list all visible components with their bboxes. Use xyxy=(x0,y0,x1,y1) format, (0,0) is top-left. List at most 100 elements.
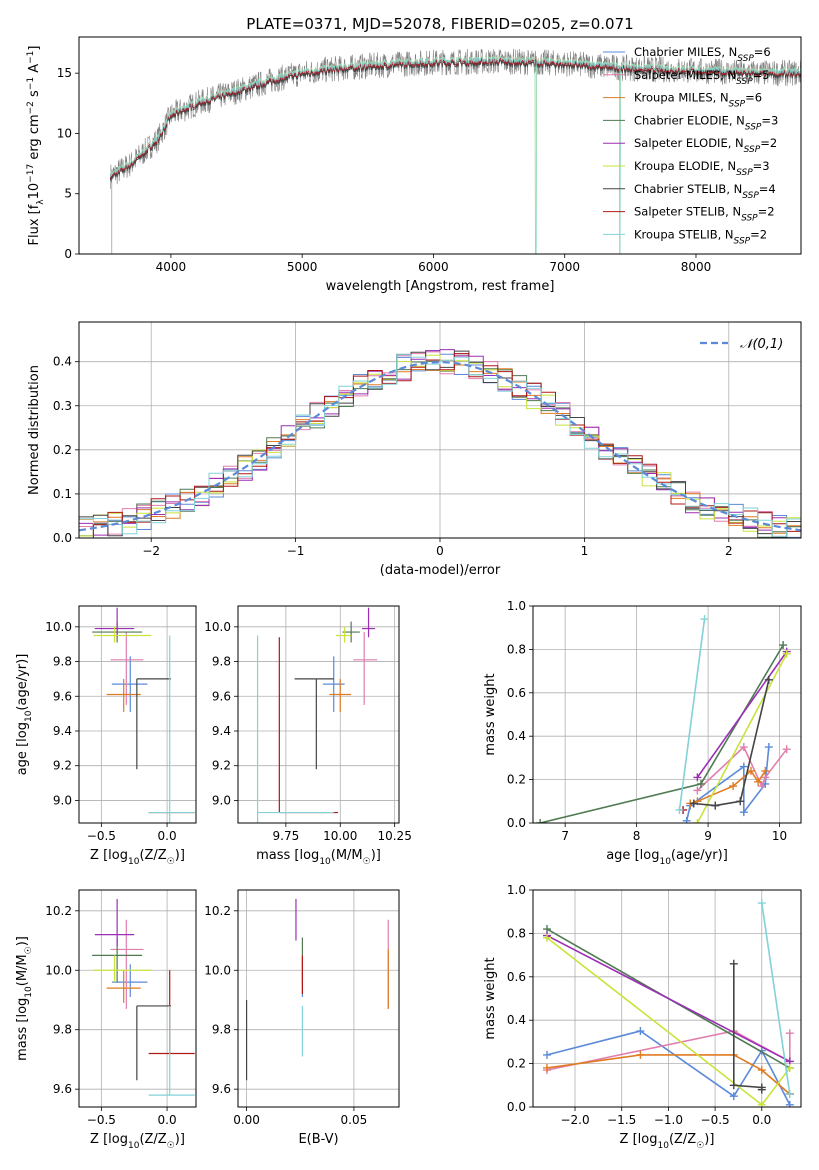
label-fragment: (Z/Z xyxy=(139,848,166,863)
mass-weight-point xyxy=(729,959,738,968)
label-fragment: (M/M xyxy=(15,954,30,986)
mass-weight-point xyxy=(739,743,748,752)
residuals-y-tick-label: 0.3 xyxy=(53,399,72,413)
label-fragment: ☉ xyxy=(696,1141,704,1151)
age-vs-mass-axes: 9.75 10.00 10.25 9.0 9.2 9.4 9.6 9.8 10.0 mass [l… xyxy=(204,605,412,867)
residuals-x-axis-label: (data-model)/error xyxy=(380,563,501,578)
residual-histogram-step xyxy=(79,354,801,537)
mass-weight-point xyxy=(757,782,766,791)
age-vs-mass-y-tick-label: 10.0 xyxy=(204,620,231,634)
mass-weight-line xyxy=(761,902,791,1095)
residuals-axes: −2 −1 0 1 2 0.0 0.1 0.2 0.3 0.4 (data-model)/error… xyxy=(27,321,802,578)
age-vs-mass-x-axis-label: mass [log10(M/M☉)] xyxy=(256,848,381,867)
label-fragment: (Z/Z xyxy=(669,1132,696,1147)
massweight-vs-Z-y-tick-label: 0.2 xyxy=(507,1057,526,1071)
massweight-vs-Z-x-tick-label: −2.0 xyxy=(560,1113,589,1127)
massweight-vs-Z-panel: −2.0 −1.5 −1.0 −0.5 0.0 0.0 0.2 0.4 0.6 0.8 1.0 Z [… xyxy=(483,883,802,1151)
massweight-vs-Z-frame xyxy=(532,889,802,1108)
age-vs-Z-y-tick-label: 9.0 xyxy=(53,793,72,807)
mass-weight-point xyxy=(711,801,720,810)
mass-weight-point xyxy=(757,1066,766,1075)
massweight-vs-age-x-tick-label: 9 xyxy=(704,829,712,843)
spectrum-x-tick-label: 8000 xyxy=(681,260,712,274)
massweight-vs-Z-x-axis-label: Z [log10(Z/Z☉)] xyxy=(620,1132,715,1151)
label-fragment: Z [log xyxy=(620,1132,658,1147)
legend-entry-label: Kroupa STELIB, NSSP=2 xyxy=(634,227,767,246)
mass-vs-ebv-plot-area xyxy=(245,898,389,1081)
age-vs-Z-x-tick-label: −0.5 xyxy=(87,829,116,843)
label-fragment: (Z/Z xyxy=(139,1132,166,1147)
mass-weight-point xyxy=(636,1050,645,1059)
label-fragment: ☉ xyxy=(24,946,34,954)
spectrum-y-tick-label: 15 xyxy=(57,66,72,80)
mass-weight-point xyxy=(764,675,773,684)
label-fragment: erg cm xyxy=(27,114,42,163)
residuals-x-tick-label: −2 xyxy=(142,544,160,558)
massweight-vs-age-frame xyxy=(532,605,802,824)
age-vs-Z-plot-area xyxy=(92,607,195,823)
label-fragment: (age/yr)] xyxy=(15,654,30,711)
mass-weight-point xyxy=(757,899,766,908)
label-fragment: −1 xyxy=(26,77,36,90)
label-fragment: Z [log xyxy=(90,848,128,863)
massweight-vs-Z-y-tick-label: 1.0 xyxy=(507,883,526,897)
mass-weight-point xyxy=(782,649,791,658)
residuals-y-tick-label: 0.0 xyxy=(53,531,72,545)
mass-weight-line xyxy=(539,644,784,823)
mass-weight-line xyxy=(696,651,788,778)
label-fragment: mass [log xyxy=(15,998,30,1061)
label-fragment: 10 xyxy=(128,857,140,867)
label-fragment: )] xyxy=(175,1132,185,1147)
observed-spectrum-line xyxy=(110,48,801,254)
label-fragment: =2 xyxy=(750,227,767,241)
mass-weight-point xyxy=(764,743,773,752)
age-vs-Z-x-tick-label: 0.0 xyxy=(158,829,177,843)
figure-title: PLATE=0371, MJD=52078, FIBERID=0205, z=0… xyxy=(246,15,633,33)
mass-weight-line xyxy=(693,679,770,807)
mass-weight-line xyxy=(546,934,791,1063)
mass-vs-Z-y-tick-label: 9.8 xyxy=(53,1023,72,1037)
mass-vs-Z-plot-area xyxy=(92,898,195,1096)
mass-weight-point xyxy=(543,1050,552,1059)
spectrum-x-tick-label: 7000 xyxy=(549,260,580,274)
label-fragment: −1 xyxy=(26,51,36,64)
age-vs-mass-x-tick-label: 10.25 xyxy=(377,829,411,843)
massweight-vs-age-y-axis-label: mass weight xyxy=(483,673,498,755)
mass-weight-point xyxy=(754,777,763,786)
legend-entry-label: Salpeter ELODIE, NSSP=2 xyxy=(634,136,777,155)
mass-weight-point xyxy=(757,1100,766,1107)
massweight-vs-age-x-tick-label: 8 xyxy=(633,829,641,843)
massweight-vs-age-x-tick-label: 10 xyxy=(772,829,787,843)
massweight-vs-age-y-tick-label: 0.2 xyxy=(507,773,526,787)
label-fragment: =3 xyxy=(761,113,778,127)
label-fragment: =6 xyxy=(745,91,762,105)
label-fragment: Z [log xyxy=(90,1132,128,1147)
age-vs-Z-panel: −0.5 0.09.09.29.49.69.810.0Z [log10(Z/Z☉)… xyxy=(15,605,197,867)
label-fragment: =5 xyxy=(753,68,770,82)
mass-vs-Z-x-axis-label: Z [log10(Z/Z☉)] xyxy=(90,1132,185,1151)
label-fragment: ☉ xyxy=(363,857,371,867)
massweight-vs-age-x-tick-label: 7 xyxy=(561,829,569,843)
massweight-vs-Z-y-tick-label: 0.0 xyxy=(507,1100,526,1114)
mass-weight-point xyxy=(693,773,702,782)
residuals-plot-area xyxy=(79,349,801,538)
mass-weight-point xyxy=(785,1063,794,1072)
legend-entry-label: Chabrier STELIB, NSSP=4 xyxy=(634,182,776,201)
label-fragment: Salpeter STELIB, N xyxy=(634,205,741,219)
label-fragment: Kroupa ELODIE, N xyxy=(634,159,736,173)
normal-distribution-curve xyxy=(79,360,801,532)
massweight-vs-Z-y-tick-label: 0.8 xyxy=(507,926,526,940)
label-fragment: mass [log xyxy=(256,848,319,863)
label-fragment: (age/yr)] xyxy=(671,848,728,863)
mass-weight-point xyxy=(757,1085,766,1094)
residuals-y-tick-label: 0.1 xyxy=(53,487,72,501)
label-fragment: =3 xyxy=(753,159,770,173)
label-fragment: Flux [f xyxy=(27,204,42,245)
massweight-vs-age-plot-area xyxy=(536,615,791,823)
label-fragment: 10 xyxy=(319,857,331,867)
mass-weight-point xyxy=(739,808,748,817)
age-vs-Z-y-tick-label: 9.8 xyxy=(53,655,72,669)
mass-weight-point xyxy=(729,1092,738,1101)
label-fragment: (M/M xyxy=(331,848,363,863)
